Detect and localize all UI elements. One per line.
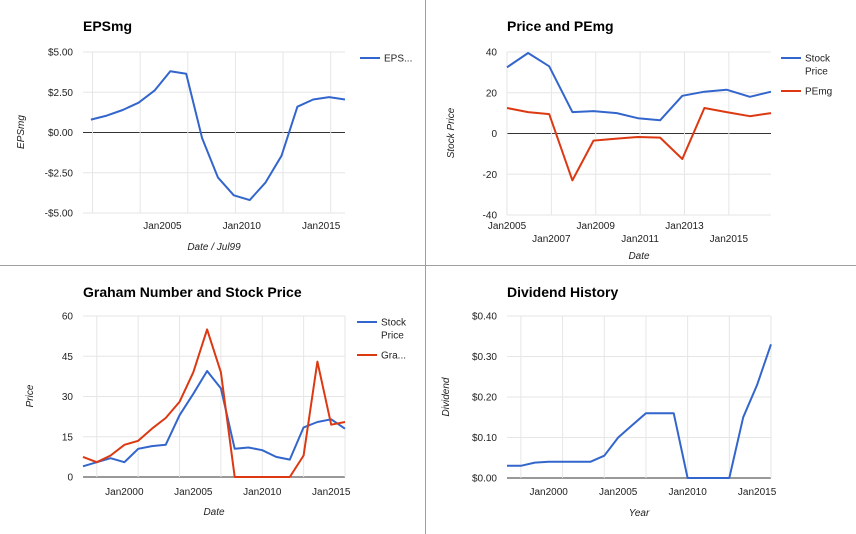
y-axis-title: Stock Price [446, 107, 457, 158]
y-tick-label: 60 [62, 312, 74, 323]
y-tick-label: -40 [483, 211, 498, 222]
dividend-chart-panel: $0.40 $0.30 $0.20 $0.10 $0.00 Jan2000 Jan2005 J… [426, 266, 856, 534]
x-tick-label: Jan2005 [488, 221, 527, 232]
x-tick-label: Jan2005 [174, 487, 213, 498]
eps-chart: $5.00 $2.50 $0.00 -$2.50 -$5.00 Jan2005 Jan201… [16, 18, 412, 253]
y-tick-label: $2.50 [48, 88, 73, 99]
y-tick-label: $0.20 [472, 393, 497, 404]
x-axis-title: Date [203, 507, 225, 518]
chart-title: Dividend History [507, 284, 618, 300]
x-tick-label: Jan2015 [312, 487, 351, 498]
x-tick-label: Jan2005 [599, 487, 638, 498]
x-tick-label: Jan2010 [223, 221, 262, 232]
graham-chart-panel: 60 45 30 15 0 Jan2000 Jan2005 Jan2010 Jan2015 Gra… [0, 266, 425, 534]
x-axis-title: Date [628, 251, 650, 262]
horizontal-divider [0, 265, 856, 266]
y-axis-title: Price [25, 384, 36, 407]
y-tick-label: 0 [491, 129, 497, 140]
dividend-chart: $0.40 $0.30 $0.20 $0.10 $0.00 Jan2000 Jan2005 J… [441, 284, 777, 519]
x-tick-label: Jan2010 [668, 487, 707, 498]
x-axis-title: Date / Jul99 [187, 242, 241, 253]
legend-label: EPS... [384, 54, 412, 65]
legend-label: Price [381, 331, 404, 342]
series-line-0 [82, 370, 346, 468]
y-tick-label: $0.00 [48, 128, 73, 139]
y-tick-label: 20 [486, 88, 498, 99]
series-line-0 [506, 52, 772, 122]
chart-title: EPSmg [83, 18, 132, 34]
y-tick-label: $0.30 [472, 352, 497, 363]
series-line-1 [506, 107, 772, 182]
price-pe-chart-panel: 40 20 0 -20 -40 Jan2005 Jan2007 Jan2009 Jan2011 J… [426, 0, 856, 265]
x-tick-label: Jan2000 [105, 487, 144, 498]
series-line-1 [82, 328, 346, 478]
x-tick-label: Jan2000 [529, 487, 568, 498]
chart-title: Price and PEmg [507, 18, 614, 34]
graham-chart: 60 45 30 15 0 Jan2000 Jan2005 Jan2010 Jan2015 Gra… [25, 284, 407, 518]
legend-label: Price [805, 67, 828, 78]
y-tick-label: 0 [67, 473, 73, 484]
y-tick-label: -20 [483, 170, 498, 181]
legend-label: Stock [381, 318, 407, 329]
x-tick-label: Jan2013 [665, 221, 704, 232]
x-tick-label: Jan2015 [302, 221, 341, 232]
y-axis-title: Dividend [441, 377, 452, 416]
x-tick-label: Jan2009 [577, 221, 616, 232]
y-tick-label: $0.00 [472, 474, 497, 485]
legend-label: Gra... [381, 351, 406, 362]
y-tick-label: -$5.00 [45, 209, 74, 220]
x-tick-label: Jan2011 [621, 234, 659, 245]
y-tick-label: 40 [486, 48, 498, 59]
series-line-0 [507, 343, 772, 479]
y-tick-label: 45 [62, 352, 74, 363]
legend-label: Stock [805, 54, 831, 65]
y-tick-label: 30 [62, 392, 74, 403]
y-axis-title: EPSmg [16, 115, 27, 149]
x-tick-label: Jan2007 [532, 234, 571, 245]
x-axis-title: Year [629, 508, 650, 519]
y-tick-label: $0.10 [472, 433, 497, 444]
x-tick-label: Jan2015 [738, 487, 777, 498]
series-line-0 [90, 70, 346, 202]
y-tick-label: $0.40 [472, 312, 497, 323]
x-tick-label: Jan2015 [710, 234, 749, 245]
legend-label: PEmg [805, 87, 832, 98]
x-tick-label: Jan2005 [143, 221, 182, 232]
y-tick-label: $5.00 [48, 48, 73, 59]
eps-chart-panel: $5.00 $2.50 $0.00 -$2.50 -$5.00 Jan2005 Jan201… [0, 0, 425, 265]
vertical-divider [425, 0, 426, 534]
y-tick-label: 15 [62, 432, 74, 443]
chart-title: Graham Number and Stock Price [83, 284, 302, 300]
y-tick-label: -$2.50 [45, 168, 74, 179]
x-tick-label: Jan2010 [243, 487, 282, 498]
